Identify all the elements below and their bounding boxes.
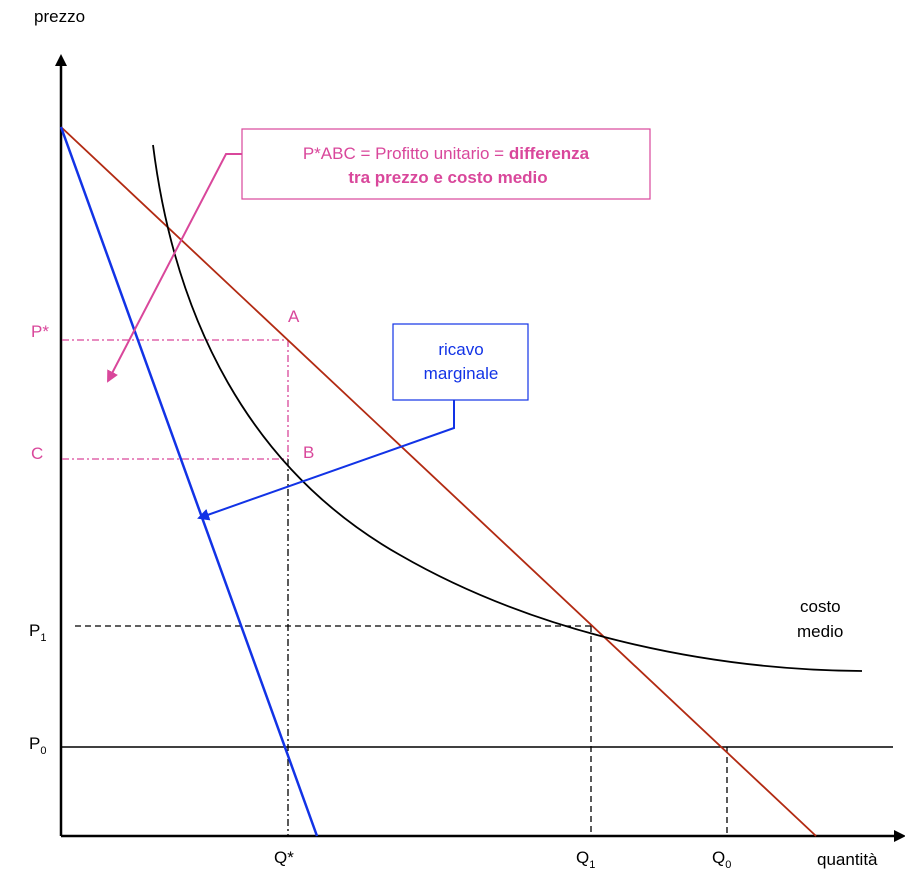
mr-callout-line2: marginale: [424, 364, 499, 383]
mr-callout-line1: ricavo: [438, 340, 483, 359]
tick-p1: P1: [29, 621, 46, 644]
marginal-revenue-curve: [59, 126, 319, 837]
average-cost-curve: [152, 144, 863, 672]
tick-p0: P0: [29, 734, 46, 757]
profit-callout-line2: tra prezzo e costo medio: [348, 168, 547, 187]
point-a-label: A: [288, 307, 300, 326]
y-axis-label: prezzo: [34, 7, 85, 26]
tick-q1-subscript: 1: [589, 859, 595, 871]
demand-curve: [60, 126, 817, 837]
profit-callout-arrow: [107, 153, 242, 383]
mr-callout-arrow: [197, 400, 455, 521]
x-axis-label: quantità: [817, 850, 878, 869]
tick-q0-subscript: 0: [725, 859, 731, 871]
point-b-label: B: [303, 443, 314, 462]
tick-c: C: [31, 444, 43, 463]
tick-q-star: Q*: [274, 848, 294, 867]
mr-callout-box: [392, 323, 529, 401]
tick-q0: Q0: [712, 848, 731, 871]
profit-callout-box: [241, 128, 651, 200]
profit-callout-line1: P*ABC = Profitto unitario = differenza: [303, 144, 590, 163]
tick-q1: Q1: [576, 848, 595, 871]
average-cost-label-line1: costo: [800, 597, 841, 616]
average-cost-label-line2: medio: [797, 622, 843, 641]
tick-p-star: P*: [31, 322, 49, 341]
tick-p1-subscript: 1: [40, 632, 46, 644]
tick-p0-subscript: 0: [40, 745, 46, 757]
